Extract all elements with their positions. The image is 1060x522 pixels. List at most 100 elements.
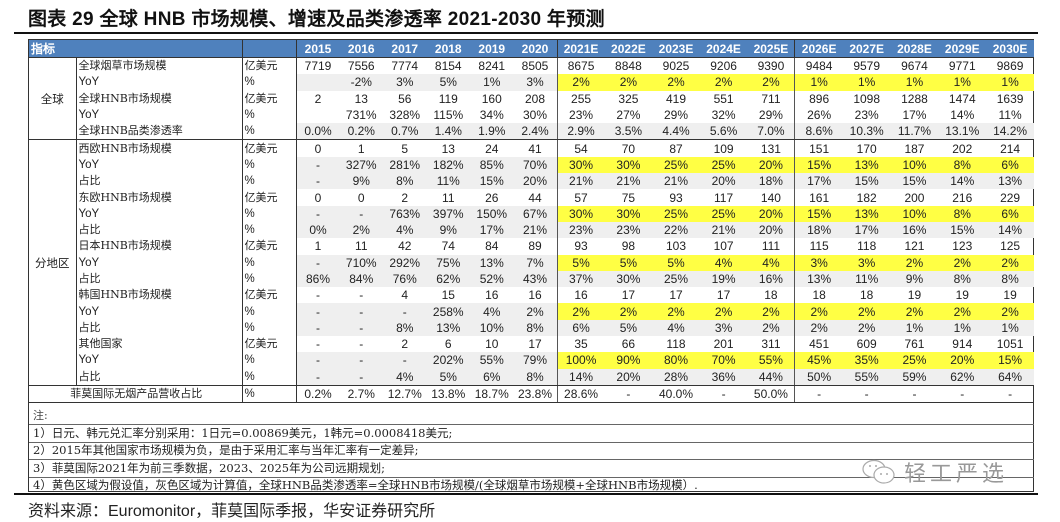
table-row: 全球 全球烟草市场规模 亿美元 7719 7556 7774 8154 8241 8505 867… [29,57,1034,141]
table-cell: 66 [621,337,636,352]
row-unit: 亿美元 [242,90,297,107]
wechat-icon [862,459,896,485]
table-cell: 15% [794,156,843,174]
table-cell: 85% [470,156,514,174]
table-cell [296,74,340,91]
row-label: 占比 [76,173,243,190]
table-cell: 5% [426,368,471,386]
table-cell: 17% [842,221,891,239]
table-cell: - [296,173,340,190]
table-cell: 2% [986,303,1034,320]
row-label: 全球烟草市场规模 [76,57,243,75]
header-year: 2028E [890,40,939,58]
table-cell: 8241 [478,59,506,74]
table-cell: 41 [528,141,542,156]
table-cell: 15% [470,173,514,190]
table-cell: 5% [652,254,700,271]
table-cell: 62% [938,368,987,386]
table-cell: 25% [699,156,748,174]
table-cell: 9% [339,173,384,190]
row-unit: % [242,303,297,320]
top-rule [14,32,1038,34]
table-cell: 2% [747,303,795,320]
table-row: YoY% -710% 292% 75% 13% 7% 5% 5% 5% 4% 4% 3% 3% 2% 2% 2… [29,254,1034,271]
footer-cell: 40.0% [652,384,700,404]
table-cell: 21% [556,173,605,190]
table-cell: 8848 [615,59,642,74]
table-cell: 109 [713,141,734,156]
table-cell: 4% [652,319,700,337]
footer-row: 菲莫国际无烟产品营收占比% 0.2% 2.7% 12.7% 13.8% 18.7% 23.8… [29,384,1034,404]
footer-cell: - [794,384,843,404]
table-cell: 1051 [996,337,1024,352]
table-cell: 35 [556,336,605,353]
table-cell: 6% [986,156,1034,174]
table-cell: 710% [339,254,384,271]
table-cell: 13 [354,91,368,106]
table-cell: 18 [764,288,778,303]
table-cell [296,107,340,123]
table-cell: 1% [938,74,987,91]
table-cell: 419 [665,91,687,106]
table-cell: 328% [389,108,421,123]
table-cell: 23% [556,221,605,239]
table-cell: 118 [857,239,877,254]
table-cell: 21% [513,221,558,239]
table-cell: 37% [556,270,605,288]
table-cell: 25% [652,205,700,222]
row-label: YoY [76,254,243,271]
table-cell: 8% [938,205,987,222]
table-cell: 55% [470,352,514,369]
table-cell: 3.5% [604,123,653,141]
note-divider [29,424,1034,425]
row-unit: 亿美元 [242,189,297,206]
table-cell: 4% [747,254,795,271]
table-cell: 18% [794,221,843,239]
table-cell: 90% [604,352,653,369]
table-cell: 103 [665,239,687,254]
table-cell: 214 [1000,141,1021,156]
table-row: 全球HNB品类渗透率% 0.0% 0.2% 0.7% 1.4% 1.9% 2.4% 2.9% 3… [29,123,1034,141]
table-cell: 182% [426,156,471,174]
row-label: YoY [76,303,243,320]
table-cell: 1 [314,239,322,254]
table-cell: 8% [383,173,427,190]
table-cell: 2% [556,74,605,91]
row-unit: % [242,123,297,141]
footer-cell: - [842,384,891,404]
table-cell: 15% [938,221,987,239]
header-year: 2018 [426,40,471,58]
table-cell: 21% [604,173,653,190]
table-cell: 1098 [853,91,881,106]
table-cell: 30% [556,156,605,174]
row-unit: % [242,270,297,288]
table-cell: 80% [652,352,700,369]
footer-cell: - [986,384,1034,404]
header-year: 2030E [986,40,1034,58]
watermark: 轻工严选 [862,456,1008,488]
row-unit: 亿美元 [242,139,297,157]
table-row: 其他国家 亿美元 - - 2 6 10 17 35 66 118 201 311 451 609 761 914… [29,336,1034,353]
footer-label: 菲莫国际无烟产品营收占比 [29,384,243,404]
table-cell: - [339,352,384,369]
table-cell: 30% [556,205,605,222]
table-cell: 761 [904,337,925,352]
table-cell: 74 [441,239,455,254]
header-year: 2021E [556,40,605,58]
table-cell: 21% [699,221,748,239]
table-cell: 9% [426,221,471,239]
table-cell: 52% [470,270,514,288]
table-cell: 115% [433,108,464,123]
note-3: 3）菲莫国际2021年为前三季数据，2023、2025年为公司远期规划; [33,460,385,475]
table-cell: 30% [604,270,653,288]
group-label: 分地区 [29,139,77,386]
table-cell: 1% [986,74,1034,91]
table-cell: 10% [890,205,939,222]
table-cell: 8% [938,270,987,288]
table-cell: 20% [513,173,558,190]
table-cell: 14.2% [986,123,1034,141]
table-cell: 20% [699,173,748,190]
table-cell: 5 [401,141,409,156]
footer-cell: 12.7% [383,384,427,404]
table-cell: 711 [761,91,781,106]
